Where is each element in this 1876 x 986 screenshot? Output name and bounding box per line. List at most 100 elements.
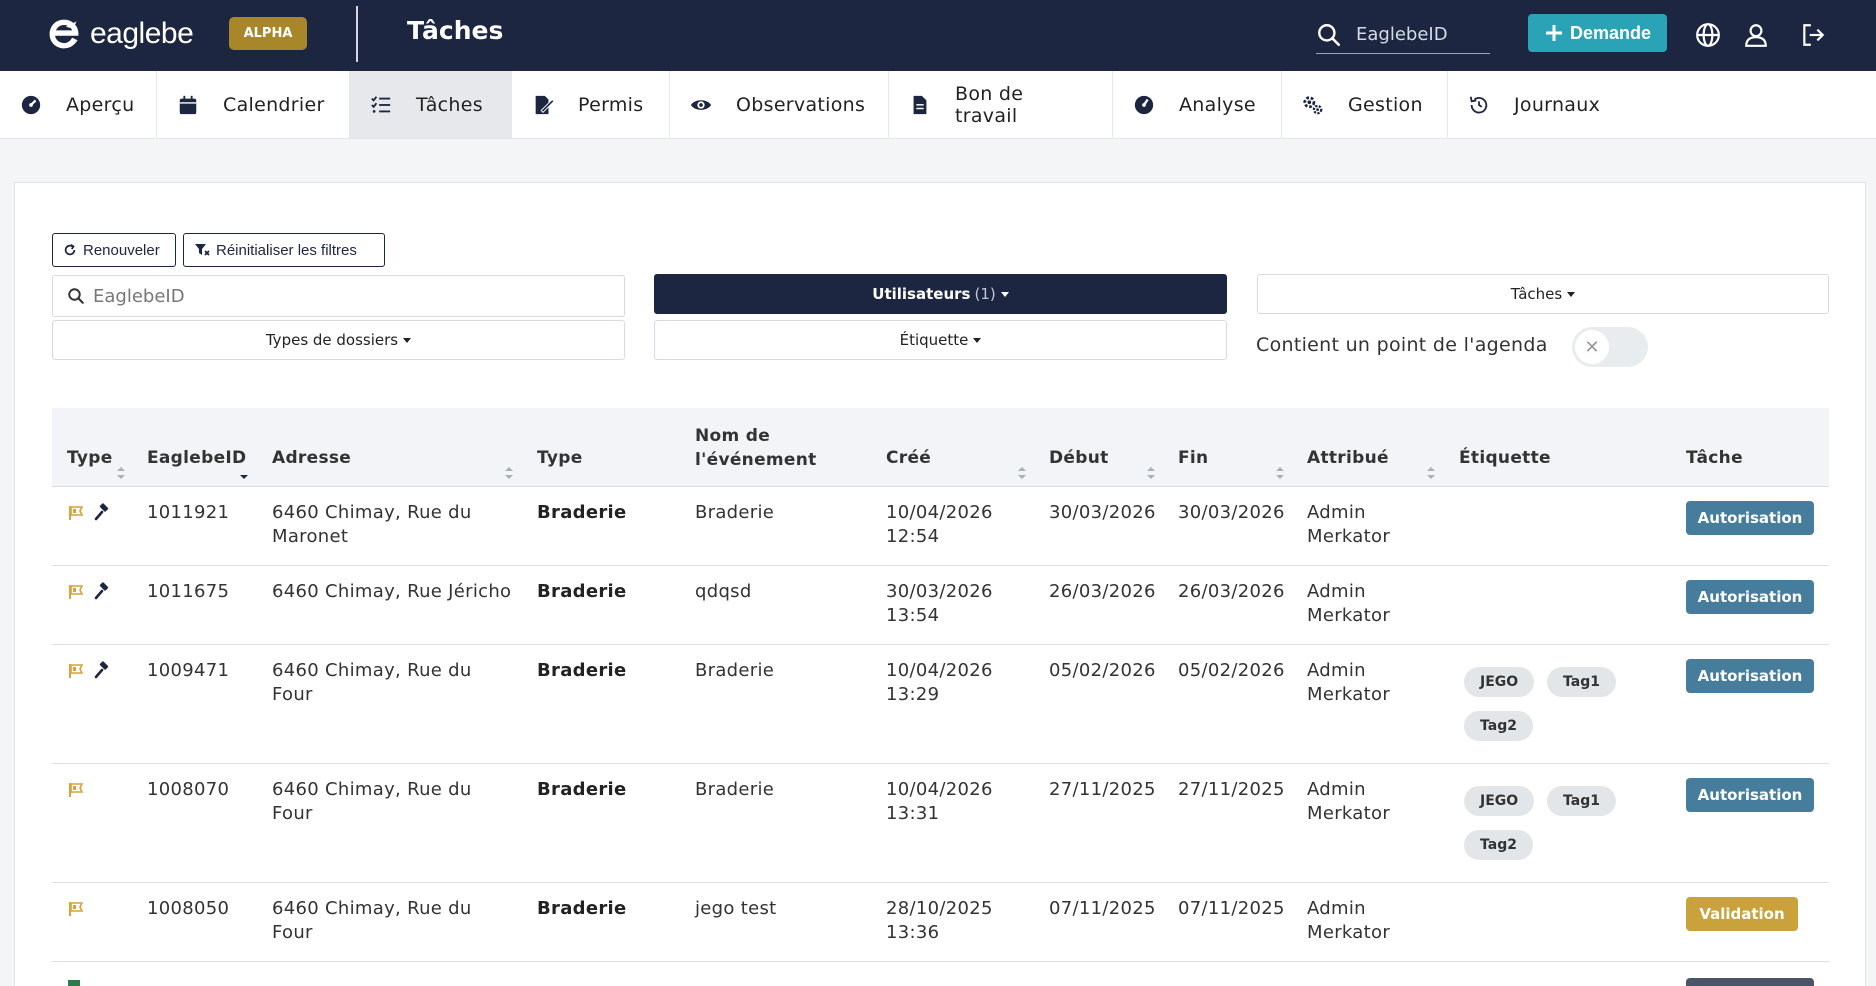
tag-chip[interactable]: Tag2 bbox=[1464, 830, 1533, 860]
agenda-toggle[interactable]: ✕ bbox=[1572, 327, 1648, 367]
id-search-box bbox=[52, 275, 625, 317]
cell-event: qdqsd bbox=[695, 581, 752, 602]
tasks-filter-dropdown[interactable]: Tâches bbox=[1257, 274, 1829, 314]
brand-logo[interactable]: eaglebe bbox=[46, 16, 194, 52]
tasks-filter-label: Tâches bbox=[1510, 285, 1563, 303]
sort-icon[interactable] bbox=[1017, 466, 1027, 480]
col-header-tag[interactable]: Étiquette bbox=[1459, 448, 1551, 468]
refresh-button[interactable]: Renouveler bbox=[52, 233, 176, 267]
nav-item-journaux[interactable]: Journaux bbox=[1448, 71, 1628, 139]
sort-icon[interactable] bbox=[1146, 466, 1156, 480]
cell-assigned: Admin Merkator bbox=[1307, 898, 1391, 943]
gavel-icon bbox=[94, 582, 109, 600]
task-badge[interactable]: Autorisation bbox=[1686, 659, 1814, 693]
col-header-type[interactable]: Type bbox=[537, 448, 583, 468]
tasks-icon bbox=[371, 96, 391, 113]
users-filter-count: (1) bbox=[974, 285, 996, 303]
col-header-end[interactable]: Fin bbox=[1178, 448, 1209, 468]
tag-filter-dropdown[interactable]: Étiquette bbox=[654, 320, 1227, 360]
table-row[interactable]: 1011675 6460 Chimay, Rue Jéricho Braderi… bbox=[52, 566, 1829, 645]
file-icon bbox=[913, 95, 927, 115]
cell-start: 26/03/2026 bbox=[1049, 581, 1156, 602]
flag-icon bbox=[69, 506, 84, 520]
table-row[interactable]: 1008050 6460 Chimay, Rue du Four Braderi… bbox=[52, 883, 1829, 962]
caret-down-icon bbox=[1567, 291, 1576, 297]
sort-icon[interactable] bbox=[116, 466, 126, 480]
task-badge[interactable]: Autorisation bbox=[1686, 778, 1814, 812]
cell-created: 10/04/2026 13:31 bbox=[886, 779, 993, 824]
new-request-button[interactable]: Demande bbox=[1528, 14, 1667, 52]
folder-types-dropdown[interactable]: Types de dossiers bbox=[52, 320, 625, 360]
caret-down-icon bbox=[1000, 291, 1009, 297]
cell-id[interactable]: 1008050 bbox=[147, 898, 230, 919]
globe-icon[interactable] bbox=[1695, 22, 1721, 48]
nav-item-permis[interactable]: Permis bbox=[512, 71, 670, 139]
refresh-label: Renouveler bbox=[83, 241, 160, 259]
gavel-icon bbox=[94, 503, 109, 521]
table-row[interactable]: 1008070 6460 Chimay, Rue du Four Braderi… bbox=[52, 764, 1829, 883]
col-header-created[interactable]: Créé bbox=[886, 448, 932, 468]
nav-item-analyse[interactable]: Analyse bbox=[1113, 71, 1282, 139]
col-header-address[interactable]: Adresse bbox=[272, 448, 352, 468]
flag-icon bbox=[68, 980, 80, 986]
cell-id[interactable]: 1009471 bbox=[147, 660, 230, 681]
flag-icon bbox=[69, 783, 84, 797]
col-header-event-name[interactable]: Nom de l'événement bbox=[695, 426, 817, 470]
table-row[interactable]: 1009471 6460 Chimay, Rue du Four Braderi… bbox=[52, 645, 1829, 764]
sort-icon[interactable] bbox=[504, 466, 514, 480]
tag-chip[interactable]: Tag1 bbox=[1547, 667, 1616, 697]
task-badge[interactable] bbox=[1686, 978, 1814, 986]
nav-item-observations[interactable]: Observations bbox=[670, 71, 889, 139]
header-search-input[interactable] bbox=[1356, 24, 1476, 45]
reset-filters-button[interactable]: Réinitialiser les filtres bbox=[183, 233, 385, 267]
id-search-input[interactable] bbox=[93, 285, 593, 307]
dashboard-icon bbox=[21, 95, 41, 115]
cell-end: 05/02/2026 bbox=[1178, 660, 1285, 681]
tag-chip[interactable]: Tag2 bbox=[1464, 711, 1533, 741]
cell-event: Braderie bbox=[695, 660, 775, 681]
table-row[interactable]: 1011921 6460 Chimay, Rue du Maronet Brad… bbox=[52, 487, 1829, 566]
cell-created: 30/03/2026 13:54 bbox=[886, 581, 993, 626]
tag-chip[interactable]: JEGO bbox=[1464, 667, 1535, 697]
cell-id[interactable]: 1011675 bbox=[147, 581, 230, 602]
filter-reset-icon bbox=[195, 244, 210, 256]
cell-assigned: Admin Merkator bbox=[1307, 502, 1391, 547]
col-header-type-icon[interactable]: Type bbox=[67, 448, 113, 468]
cell-created: 10/04/2026 13:29 bbox=[886, 660, 993, 705]
cell-id[interactable]: 1011921 bbox=[147, 502, 230, 523]
logout-icon[interactable] bbox=[1800, 22, 1826, 48]
nav-item-taches[interactable]: Tâches bbox=[350, 71, 512, 139]
search-icon[interactable] bbox=[1316, 22, 1342, 48]
nav-item-apercu[interactable]: Aperçu bbox=[0, 71, 157, 139]
cell-address: 6460 Chimay, Rue Jéricho bbox=[272, 581, 512, 602]
task-badge[interactable]: Autorisation bbox=[1686, 501, 1814, 535]
col-header-assigned[interactable]: Attribué bbox=[1307, 448, 1389, 468]
nav-item-calendrier[interactable]: Calendrier bbox=[157, 71, 350, 139]
cell-start: 27/11/2025 bbox=[1049, 779, 1156, 800]
col-header-start[interactable]: Début bbox=[1049, 448, 1109, 468]
gauge-icon bbox=[1134, 95, 1154, 115]
nav-item-bon-de-travail[interactable]: Bon de travail bbox=[889, 71, 1113, 139]
nav-item-gestion[interactable]: Gestion bbox=[1282, 71, 1448, 139]
close-icon: ✕ bbox=[1575, 330, 1609, 364]
sort-icon[interactable] bbox=[1426, 466, 1436, 480]
task-badge[interactable]: Validation bbox=[1686, 897, 1798, 931]
task-badge[interactable]: Autorisation bbox=[1686, 580, 1814, 614]
sort-desc-icon[interactable] bbox=[239, 466, 249, 480]
users-filter-label: Utilisateurs bbox=[872, 285, 971, 303]
table-row-partial[interactable] bbox=[52, 962, 1829, 986]
user-icon[interactable] bbox=[1743, 22, 1769, 48]
sort-icon[interactable] bbox=[1275, 466, 1285, 480]
tag-chip[interactable]: Tag1 bbox=[1547, 786, 1616, 816]
flag-icon bbox=[69, 585, 84, 599]
cell-id[interactable]: 1008070 bbox=[147, 779, 230, 800]
cell-start: 07/11/2025 bbox=[1049, 898, 1156, 919]
nav-label: Calendrier bbox=[223, 94, 325, 116]
permit-icon bbox=[535, 95, 554, 115]
col-header-task[interactable]: Tâche bbox=[1686, 448, 1743, 468]
cell-assigned: Admin Merkator bbox=[1307, 660, 1391, 705]
col-header-eaglebeid[interactable]: EaglebeID bbox=[147, 448, 247, 468]
users-filter-dropdown[interactable]: Utilisateurs (1) bbox=[654, 274, 1227, 314]
tag-chip[interactable]: JEGO bbox=[1464, 786, 1535, 816]
nav-label: Bon de travail bbox=[954, 83, 1024, 127]
